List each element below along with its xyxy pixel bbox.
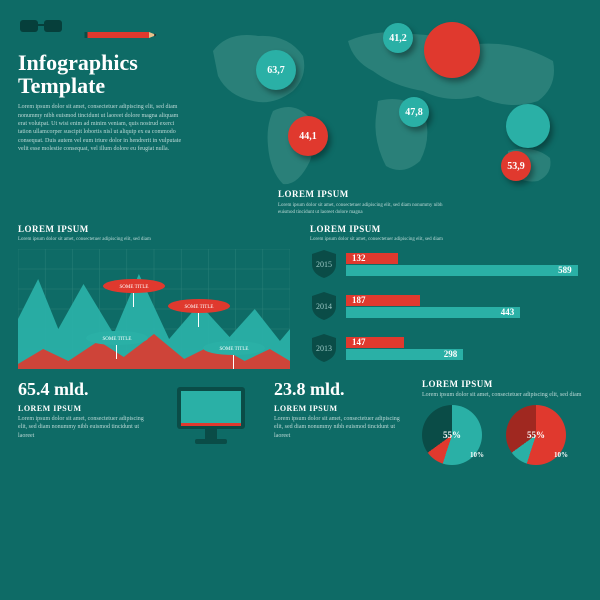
- bar-chart-panel: LOREM IPSUM Lorem ipsum dolor sit amet, …: [310, 224, 582, 369]
- stat-1: 65.4 mld. LOREM IPSUM Lorem ipsum dolor …: [18, 379, 148, 465]
- pencil-icon: [72, 32, 172, 38]
- shield-icon: 2014: [310, 291, 338, 321]
- bar-row: 2015 132 589: [310, 249, 582, 279]
- map-bubble: [424, 22, 480, 78]
- glasses-icon: [18, 16, 68, 36]
- bar-row: 2014 187 443: [310, 291, 582, 321]
- shield-icon: 2013: [310, 333, 338, 363]
- pie-panel: LOREM IPSUM Lorem ipsum dolor sit amet, …: [422, 379, 582, 465]
- map-bubble: 41,2: [383, 23, 413, 53]
- chart-flag: SOME TITLE: [203, 341, 265, 369]
- world-map: 63,7 44,1 41,2 47,8 53,9 LOREM IPSUM Lorem i…: [198, 16, 582, 216]
- svg-text:SOME TITLE: SOME TITLE: [185, 305, 214, 310]
- svg-text:SOME TITLE: SOME TITLE: [220, 347, 249, 352]
- chart-flag: SOME TITLE: [103, 279, 165, 307]
- area-chart-panel: LOREM IPSUM Lorem ipsum dolor sit amet, …: [18, 224, 290, 369]
- intro-body: Lorem ipsum dolor sit amet, consectetuer…: [18, 103, 188, 153]
- map-bubble: [506, 104, 550, 148]
- map-bubble: 63,7: [256, 50, 296, 90]
- shield-icon: 2015: [310, 249, 338, 279]
- map-bubble: 44,1: [288, 116, 328, 156]
- monitor-icon: [166, 379, 256, 465]
- svg-text:SOME TITLE: SOME TITLE: [120, 285, 149, 290]
- pie-chart: 55%10%: [422, 405, 482, 465]
- pie-chart: 55%10%: [506, 405, 566, 465]
- map-bubble: 47,8: [399, 97, 429, 127]
- page-title: InfographicsTemplate: [18, 51, 188, 97]
- chart-flag: SOME TITLE: [86, 331, 148, 359]
- stat-2: 23.8 mld. LOREM IPSUM Lorem ipsum dolor …: [274, 379, 404, 465]
- svg-text:SOME TITLE: SOME TITLE: [103, 337, 132, 342]
- chart-flag: SOME TITLE: [168, 299, 230, 327]
- bar-row: 2013 147 298: [310, 333, 582, 363]
- map-bubble: 53,9: [501, 151, 531, 181]
- map-caption: LOREM IPSUM Lorem ipsum dolor sit amet, …: [278, 189, 458, 216]
